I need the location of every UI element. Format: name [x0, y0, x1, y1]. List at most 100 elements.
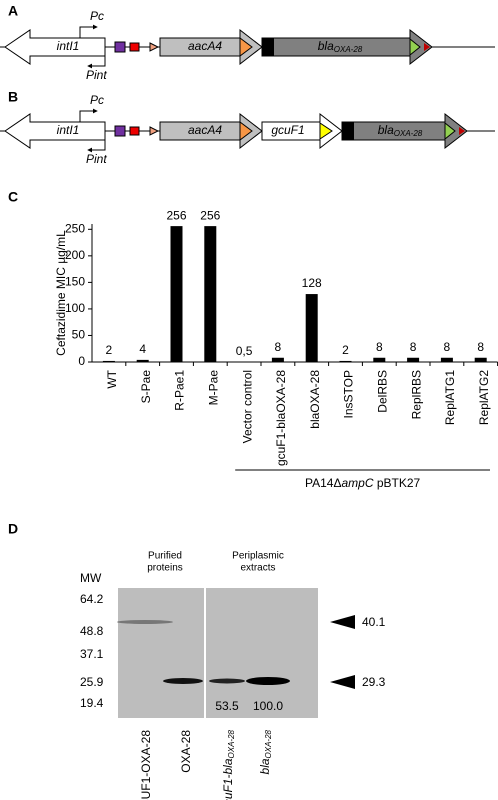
promoter-label: Pc	[90, 9, 104, 23]
bar	[474, 357, 487, 362]
bar	[407, 357, 420, 362]
header: proteins	[147, 563, 183, 574]
y-tick-label: 100	[65, 301, 85, 315]
bar	[373, 357, 386, 362]
y-tick-label: 150	[65, 275, 85, 289]
marker-label: 48.8	[80, 624, 104, 638]
panel-a: A intI1 Pc Pint aacA4 blaOXA-28	[0, 3, 495, 82]
panel-label: B	[8, 89, 18, 105]
y-tick-label: 250	[65, 221, 85, 235]
gene-arrow	[159, 112, 263, 150]
arrowhead	[330, 615, 355, 629]
promoter-label: Pint	[86, 68, 107, 82]
value-label: 8	[410, 340, 417, 354]
site	[319, 122, 333, 140]
x-tick-label: Vector control	[240, 370, 254, 443]
x-tick-label: DelRBS	[375, 370, 389, 413]
promoter	[79, 108, 98, 122]
site	[114, 125, 126, 137]
gel	[118, 588, 318, 718]
gene-label: bla	[378, 123, 394, 137]
group-label: PA14ΔampC pBTK27	[305, 476, 421, 490]
lane-label-sub: OXA-28	[227, 729, 236, 758]
site	[444, 121, 456, 141]
value-label: 2	[106, 343, 113, 357]
bar	[305, 294, 318, 362]
band	[209, 678, 245, 684]
site	[409, 37, 421, 57]
promoter	[87, 131, 106, 153]
band	[246, 677, 290, 685]
bar	[204, 226, 217, 362]
site	[149, 126, 160, 136]
arrowhead	[330, 675, 355, 689]
x-tick-label: WT	[105, 369, 119, 388]
gene-arrow	[159, 28, 263, 66]
value-label: 8	[376, 340, 383, 354]
mw-label: MW	[80, 571, 102, 585]
gene-arrow	[4, 29, 106, 65]
gene-label: blaOXA-28	[378, 123, 423, 138]
y-tick-label: 0	[78, 354, 85, 368]
value-label: 8	[444, 340, 451, 354]
site	[424, 43, 430, 51]
value-label: 2	[342, 343, 349, 357]
gene-label: blaOXA-28	[318, 39, 363, 54]
site	[129, 42, 140, 52]
band	[117, 620, 173, 624]
bar	[271, 357, 284, 362]
gene-label: gcuF1	[271, 123, 304, 137]
lane-label: blaOXA-28	[258, 729, 273, 774]
site	[239, 121, 253, 141]
x-tick-label: M-Pae	[206, 370, 220, 406]
x-tick-label: ReplATG2	[477, 370, 491, 425]
bar	[170, 226, 183, 362]
gene-arrow	[261, 112, 343, 150]
band-value: 53.5	[215, 699, 239, 713]
gene-label: aacA4	[188, 123, 222, 137]
y-axis-label: Ceftazidime MIC µg/mL	[54, 230, 68, 356]
gene-label: aacA4	[188, 39, 222, 53]
panel-label: A	[8, 3, 18, 19]
gene-label-sub: OXA-28	[334, 45, 363, 54]
x-tick-label: blaOXA-28	[308, 370, 322, 429]
site	[129, 126, 140, 136]
group-label-part: ampC	[341, 476, 373, 490]
value-label: 128	[302, 276, 322, 290]
bar	[238, 361, 251, 363]
gene-arrow	[341, 112, 468, 150]
gene-arrow	[4, 113, 106, 149]
value-label: 4	[139, 342, 146, 356]
value-label: 0,5	[236, 344, 253, 358]
value-label: 256	[166, 208, 186, 222]
x-tick-label: gcuF1-blaOXA-28	[274, 370, 288, 466]
y-tick-label: 200	[65, 248, 85, 262]
header: extracts	[240, 563, 275, 574]
value-label: 256	[200, 208, 220, 222]
gene-label-sub: OXA-28	[394, 129, 423, 138]
group-label-part: pBTK27	[373, 476, 420, 490]
lane-label: GCUF1-OXA-28	[139, 730, 153, 800]
block	[342, 122, 354, 140]
block	[262, 38, 274, 56]
bar	[440, 357, 453, 362]
site	[114, 41, 126, 53]
y-tick-label: 50	[72, 328, 86, 342]
lane-label: bla	[258, 758, 272, 774]
marker-label: 64.2	[80, 592, 104, 606]
group-label-part: PA14Δ	[305, 476, 341, 490]
x-tick-label: R-Pae1	[173, 370, 187, 411]
lane-label: OXA-28	[179, 730, 193, 773]
panel-d: D Purified proteins Periplasmic extracts…	[8, 521, 386, 800]
lane-label: gcuF1-bla	[221, 758, 235, 800]
marker-label: 19.4	[80, 696, 104, 710]
band-value: 100.0	[253, 699, 283, 713]
x-tick-label: ReplATG1	[443, 370, 457, 425]
arrow-label: 29.3	[362, 675, 386, 689]
site	[459, 127, 465, 135]
promoter-label: Pc	[90, 93, 104, 107]
value-label: 8	[275, 340, 282, 354]
marker-label: 25.9	[80, 675, 104, 689]
